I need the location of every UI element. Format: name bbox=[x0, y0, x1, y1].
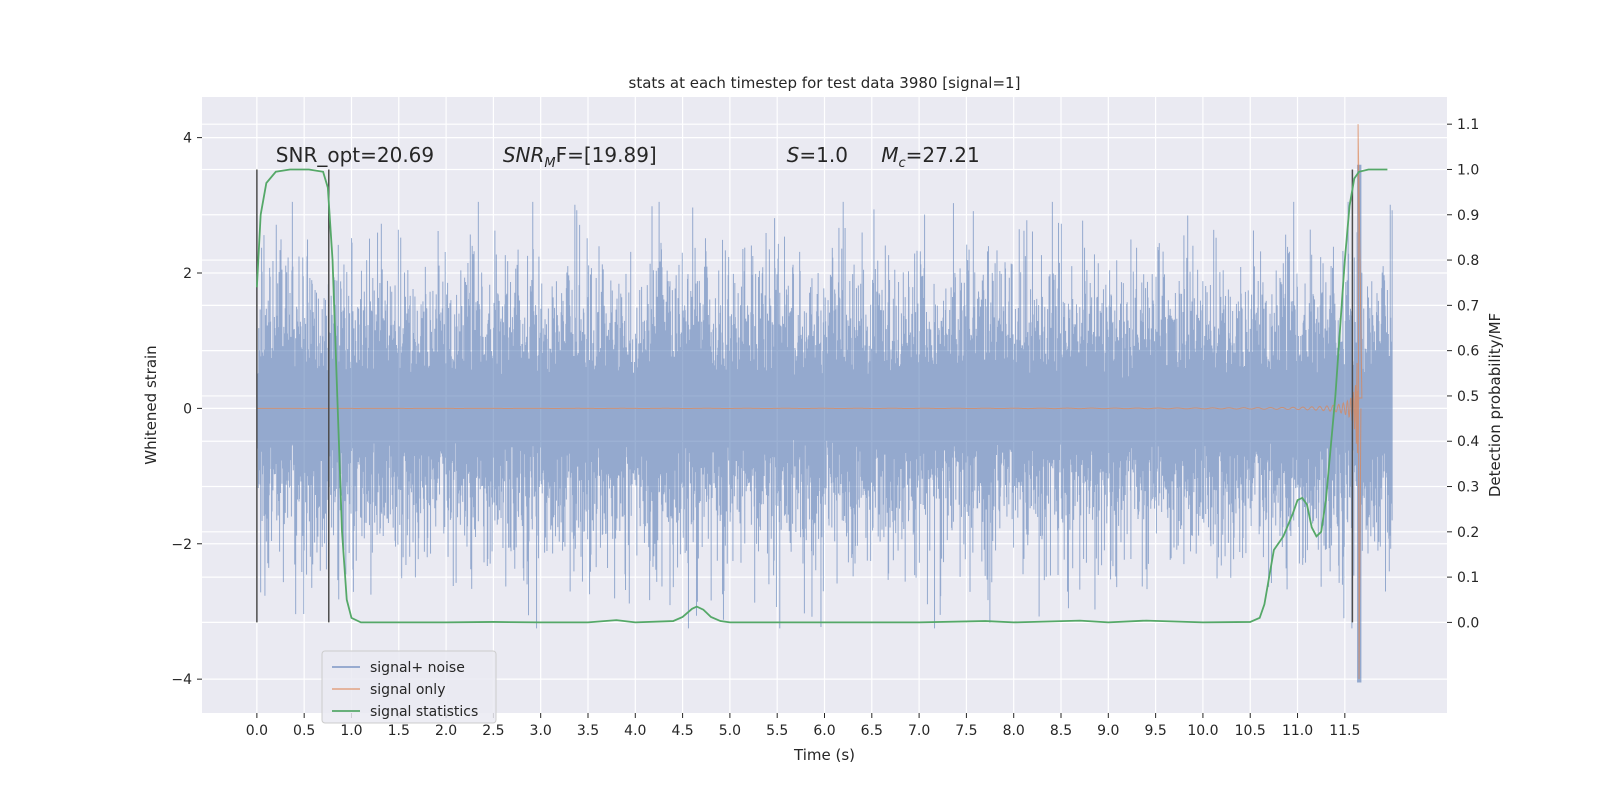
x-tick-label: 7.5 bbox=[955, 723, 977, 739]
x-tick-label: 5.0 bbox=[719, 723, 741, 739]
annotation-math-rest: F=[19.89] bbox=[556, 143, 657, 167]
annotation-text: S=1.0 bbox=[787, 143, 848, 167]
annotation-math-sub: M bbox=[544, 156, 555, 171]
x-tick-label: 2.5 bbox=[482, 723, 504, 739]
x-tick-label: 0.0 bbox=[246, 723, 268, 739]
chart-title: stats at each timestep for test data 398… bbox=[629, 74, 1021, 92]
annotation-math-sub: c bbox=[899, 156, 906, 171]
x-tick-label: 4.0 bbox=[624, 723, 646, 739]
y-left-tick-label: 0 bbox=[183, 401, 192, 417]
y-right-tick-label: 1.0 bbox=[1457, 162, 1479, 178]
annotation-math-base: SNR bbox=[503, 143, 545, 167]
series-line-signal-statistics bbox=[255, 168, 1388, 624]
x-tick-label: 5.5 bbox=[766, 723, 788, 739]
x-tick-label: 11.5 bbox=[1329, 723, 1360, 739]
annotation-text: Mc=27.21 bbox=[881, 143, 979, 171]
y-right-tick-label: 0.6 bbox=[1457, 344, 1479, 360]
x-tick-label: 3.5 bbox=[577, 723, 599, 739]
y-right-axis-label: Detection probability/MF bbox=[1486, 313, 1504, 497]
annotation-text: SNR_opt=20.69 bbox=[276, 143, 434, 167]
y-left-tick-label: −4 bbox=[171, 672, 192, 688]
y-right-tick-label: 0.2 bbox=[1457, 525, 1479, 541]
legend-box bbox=[321, 650, 497, 724]
x-tick-label: 4.5 bbox=[671, 723, 693, 739]
legend-label: signal only bbox=[370, 682, 445, 698]
annotation-math-base: M bbox=[881, 143, 898, 167]
y-right-tick-label: 0.0 bbox=[1457, 615, 1479, 631]
annotation-math-rest: =27.21 bbox=[906, 143, 980, 167]
x-tick-label: 10.5 bbox=[1235, 723, 1266, 739]
x-tick-label: 8.5 bbox=[1050, 723, 1072, 739]
y-right-tick-label: 0.8 bbox=[1457, 253, 1479, 269]
annotation-math-rest: =1.0 bbox=[799, 143, 848, 167]
x-tick-label: 6.0 bbox=[813, 723, 835, 739]
legend-label: signal statistics bbox=[370, 704, 478, 720]
x-tick-label: 7.0 bbox=[908, 723, 930, 739]
x-tick-label: 11.0 bbox=[1282, 723, 1313, 739]
series-line-signal-only bbox=[256, 124, 1363, 680]
y-right-tick-label: 0.5 bbox=[1457, 389, 1479, 405]
x-tick-label: 10.0 bbox=[1187, 723, 1218, 739]
y-left-axis-label: Whitened strain bbox=[142, 345, 160, 464]
x-tick-label: 6.5 bbox=[861, 723, 883, 739]
y-right-tick-label: 0.4 bbox=[1457, 434, 1479, 450]
y-right-tick-label: 0.3 bbox=[1457, 480, 1479, 496]
x-tick-label: 9.5 bbox=[1144, 723, 1166, 739]
annotation-text: SNRMF=[19.89] bbox=[503, 143, 657, 171]
x-tick-label: 8.0 bbox=[1003, 723, 1025, 739]
x-axis-label: Time (s) bbox=[793, 746, 855, 764]
x-tick-label: 3.0 bbox=[530, 723, 552, 739]
annotation-math-base: S bbox=[787, 143, 800, 167]
y-left-tick-label: 2 bbox=[183, 266, 192, 282]
x-tick-label: 1.5 bbox=[388, 723, 410, 739]
x-tick-label: 1.0 bbox=[340, 723, 362, 739]
y-right-tick-label: 0.7 bbox=[1457, 298, 1479, 314]
legend-label: signal+ noise bbox=[370, 660, 465, 676]
y-right-tick-label: 0.1 bbox=[1457, 570, 1479, 586]
y-right-tick-label: 1.1 bbox=[1457, 117, 1479, 133]
x-tick-label: 0.5 bbox=[293, 723, 315, 739]
y-left-tick-label: 4 bbox=[183, 131, 192, 147]
x-tick-label: 9.0 bbox=[1097, 723, 1119, 739]
y-right-tick-label: 0.9 bbox=[1457, 208, 1479, 224]
x-tick-label: 2.0 bbox=[435, 723, 457, 739]
y-left-tick-label: −2 bbox=[171, 537, 192, 553]
